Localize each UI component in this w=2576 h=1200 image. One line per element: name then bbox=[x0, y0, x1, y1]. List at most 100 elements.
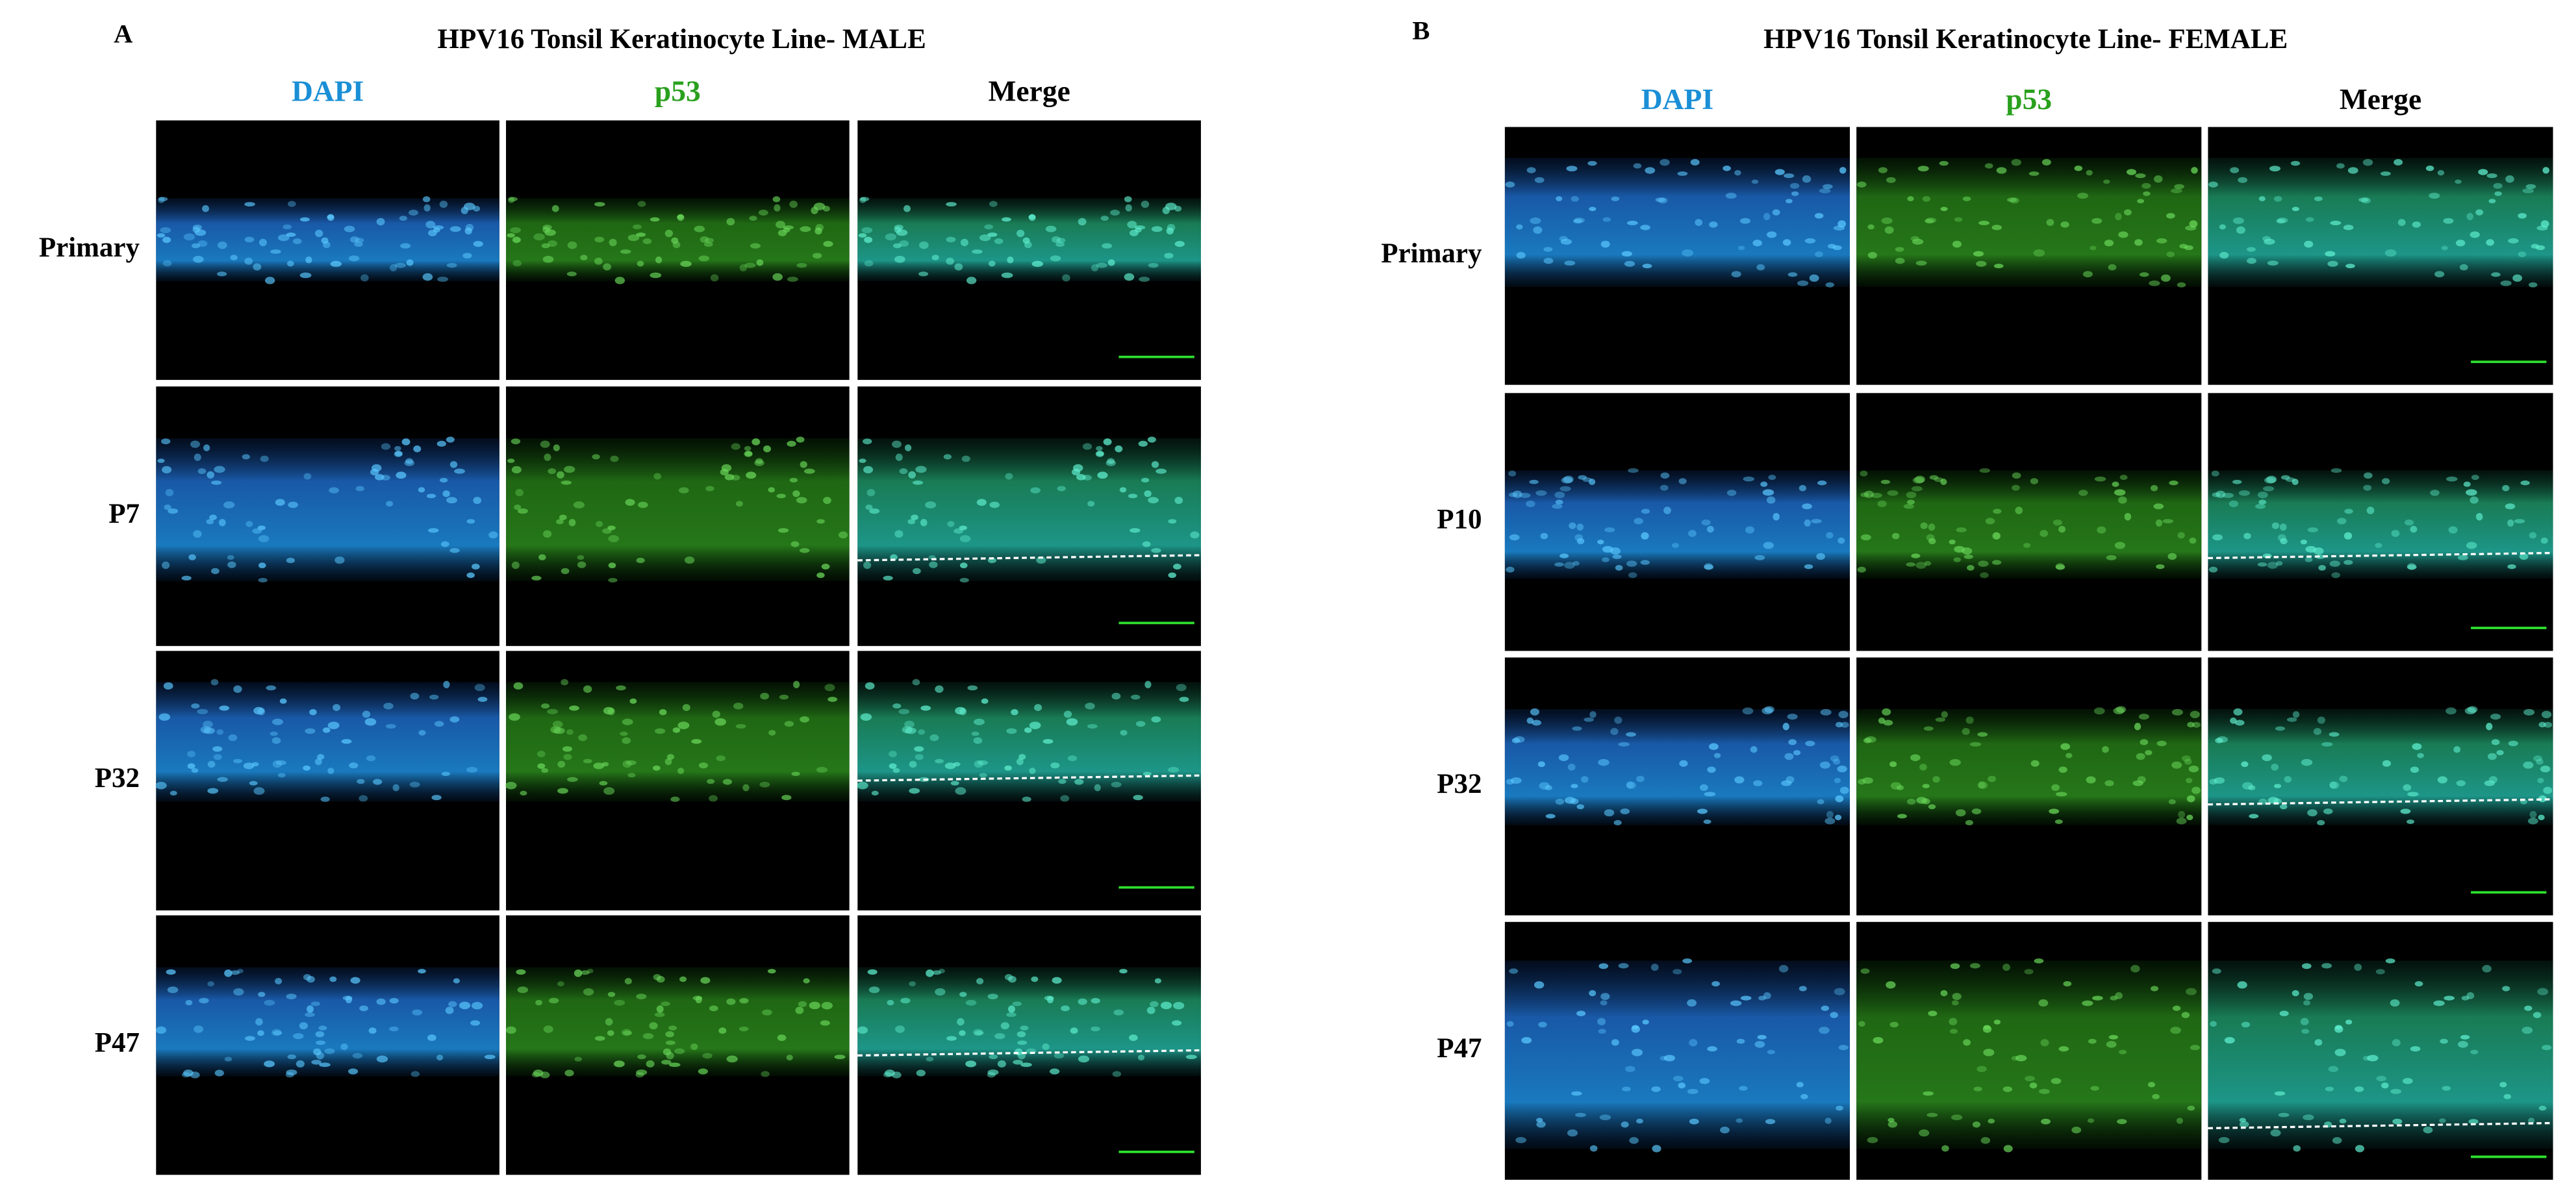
nucleus bbox=[2430, 490, 2440, 496]
nucleus bbox=[2171, 188, 2182, 194]
nucleus bbox=[1020, 1062, 1032, 1068]
nucleus bbox=[1572, 726, 1582, 731]
nucleus bbox=[1984, 163, 1993, 169]
nucleus bbox=[466, 519, 475, 524]
nucleus bbox=[1559, 553, 1569, 558]
nucleus bbox=[2230, 167, 2240, 173]
nucleus bbox=[2074, 166, 2083, 171]
nucleus bbox=[1923, 1091, 1934, 1096]
nucleus bbox=[703, 242, 713, 247]
nucleus bbox=[233, 758, 242, 764]
nucleus bbox=[2542, 1045, 2552, 1051]
nucleus bbox=[1832, 245, 1842, 251]
nucleus bbox=[2502, 484, 2510, 492]
nucleus bbox=[1873, 1036, 1884, 1044]
micrograph bbox=[2208, 921, 2553, 1180]
nucleus bbox=[1867, 1137, 1878, 1144]
nucleus bbox=[1817, 799, 1825, 805]
nucleus bbox=[1015, 1048, 1023, 1056]
nucleus bbox=[1510, 777, 1522, 784]
nucleus bbox=[864, 236, 873, 244]
nucleus bbox=[2236, 226, 2245, 234]
nucleus bbox=[1645, 167, 1656, 174]
nucleus bbox=[509, 197, 518, 201]
nucleus bbox=[1815, 251, 1823, 258]
nucleus bbox=[2455, 179, 2462, 184]
nucleus bbox=[1115, 445, 1123, 453]
nucleus bbox=[2119, 475, 2128, 481]
nucleus bbox=[2258, 196, 2266, 201]
nucleus bbox=[1906, 562, 1916, 567]
nucleus bbox=[1840, 721, 1849, 728]
nucleus bbox=[777, 229, 787, 236]
nucleus bbox=[1008, 975, 1017, 983]
nucleus bbox=[1891, 532, 1900, 540]
nucleus bbox=[2273, 784, 2282, 788]
nucleus bbox=[2241, 1021, 2251, 1028]
nucleus bbox=[935, 988, 946, 996]
nucleus bbox=[2301, 758, 2313, 766]
nucleus bbox=[974, 1031, 984, 1036]
nucleus bbox=[1634, 518, 1643, 525]
nucleus bbox=[533, 1069, 544, 1077]
nucleus bbox=[911, 514, 918, 520]
nucleus bbox=[1024, 241, 1032, 249]
nucleus bbox=[1797, 280, 1809, 286]
nucleus bbox=[2405, 519, 2414, 526]
tissue-band bbox=[2208, 158, 2553, 287]
nucleus bbox=[210, 568, 220, 575]
nucleus bbox=[1613, 819, 1622, 826]
nucleus bbox=[1825, 282, 1834, 288]
nucleus bbox=[436, 1055, 444, 1061]
nucleus bbox=[1113, 1009, 1124, 1016]
nucleus bbox=[1830, 755, 1839, 762]
nucleus bbox=[1007, 256, 1014, 264]
nucleus bbox=[2330, 220, 2342, 225]
nucleus bbox=[1919, 764, 1927, 771]
nucleus bbox=[2343, 532, 2353, 540]
nucleus bbox=[1773, 512, 1780, 521]
nucleus bbox=[188, 554, 196, 560]
nucleus bbox=[1150, 1001, 1159, 1008]
nucleus bbox=[2246, 247, 2256, 252]
nucleus bbox=[305, 728, 316, 734]
nucleus bbox=[340, 1043, 348, 1051]
nucleus bbox=[2292, 711, 2300, 718]
nucleus bbox=[938, 968, 946, 973]
nucleus bbox=[2280, 538, 2288, 545]
nucleus bbox=[903, 205, 911, 212]
nucleus bbox=[2343, 225, 2354, 231]
nucleus bbox=[2538, 721, 2546, 728]
nucleus bbox=[243, 762, 255, 769]
nucleus bbox=[207, 760, 216, 768]
nucleus bbox=[1147, 436, 1156, 443]
nucleus bbox=[1980, 1137, 1991, 1144]
nucleus bbox=[690, 1043, 698, 1051]
nucleus bbox=[1678, 1082, 1686, 1089]
nucleus bbox=[614, 999, 625, 1006]
nucleus bbox=[709, 1005, 718, 1012]
nucleus bbox=[1087, 501, 1095, 507]
nucleus bbox=[860, 197, 870, 201]
nucleus bbox=[1863, 738, 1872, 744]
nucleus bbox=[2118, 231, 2128, 238]
nucleus bbox=[1928, 804, 1936, 810]
nucleus bbox=[2381, 1082, 2389, 1089]
nucleus bbox=[2343, 560, 2353, 565]
nucleus bbox=[1679, 760, 1688, 767]
micrograph bbox=[1856, 393, 2202, 651]
nucleus bbox=[864, 260, 874, 267]
nucleus bbox=[812, 253, 822, 259]
nucleus bbox=[426, 494, 436, 499]
nucleus bbox=[404, 460, 414, 466]
nucleus bbox=[2403, 1077, 2413, 1084]
nucleus bbox=[1626, 781, 1634, 789]
nucleus bbox=[957, 1018, 965, 1026]
nucleus bbox=[908, 471, 916, 479]
nucleus bbox=[1141, 477, 1150, 483]
nucleus bbox=[1082, 443, 1092, 450]
nucleus bbox=[271, 1029, 282, 1036]
nucleus bbox=[187, 763, 196, 769]
nucleus bbox=[620, 249, 631, 254]
nucleus bbox=[1922, 784, 1930, 788]
